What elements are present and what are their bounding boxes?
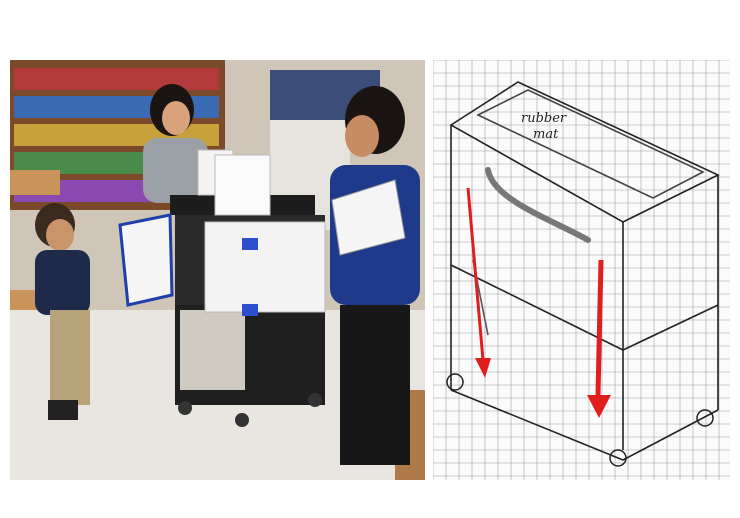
- grid-paper: [433, 60, 730, 480]
- cart-outline: [449, 81, 720, 461]
- handle-sketch: [485, 167, 591, 243]
- annotation-mat: mat: [533, 127, 559, 142]
- standing-student-front: [330, 86, 420, 465]
- seated-student: [35, 203, 90, 420]
- wheel-sketches: [446, 373, 714, 467]
- av-cart: [118, 149, 326, 427]
- photo-illustration: [10, 60, 425, 480]
- table-left: [10, 170, 60, 195]
- annotation-rubber: rubber: [521, 111, 567, 126]
- red-force-arrows: [466, 187, 611, 418]
- cart-sketch: rubber mat: [433, 60, 730, 480]
- sketch-drawing: rubber mat: [433, 60, 730, 480]
- classroom-photo: [10, 60, 425, 480]
- standing-student-back: [143, 84, 208, 203]
